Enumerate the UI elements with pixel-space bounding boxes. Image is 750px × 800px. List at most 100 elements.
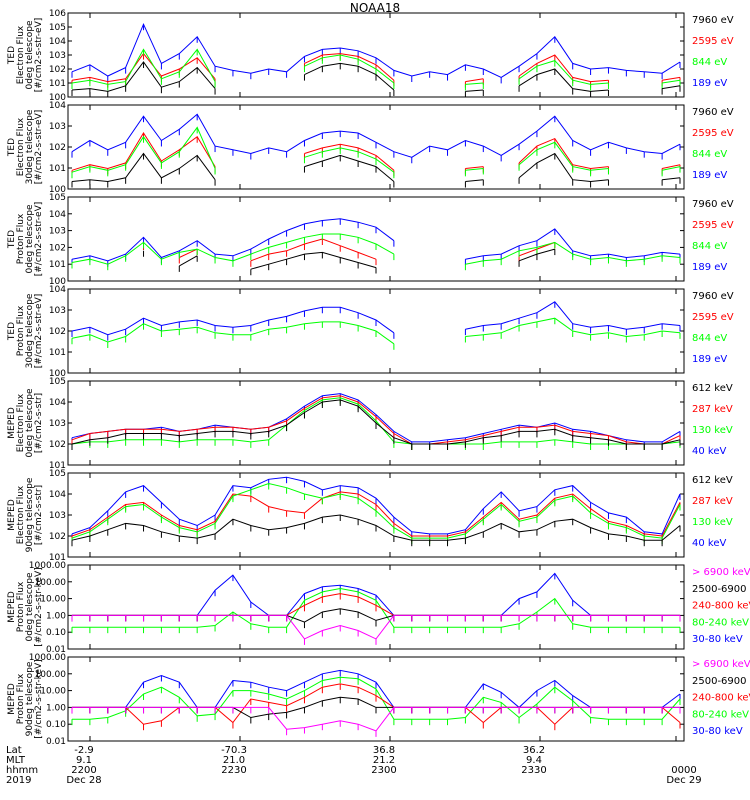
series-line-black (71, 514, 681, 541)
legend-entry: 130 keV (692, 517, 733, 528)
y-tick-label: 102 (49, 143, 66, 153)
legend-entry: 2500-6900 (692, 584, 747, 595)
y-tick-label: 104 (49, 101, 66, 111)
y-tick-label: 102 (49, 327, 66, 337)
legend-entry: 844 eV (692, 241, 727, 252)
legend-entry: 2595 eV (692, 220, 734, 231)
series-line-green (71, 233, 681, 265)
y-axis-label: TEDElectron Flux30deg telescope[#/cm2-s-… (7, 109, 44, 184)
footer-lat: -2.9 (74, 745, 94, 756)
y-axis-label-line: [#/cm2-s-str-keV] (34, 659, 44, 738)
chart-panel-6: 101 102 103 104 105 MEPEDElectron Flux90deg t… (7, 469, 733, 563)
y-axis-label-line: 30deg telescope (25, 109, 35, 184)
series-line-green (71, 482, 681, 539)
legend-entry: 189 eV (692, 170, 727, 181)
series-line-black (179, 248, 555, 270)
y-axis-label-line: Electron Flux (16, 117, 26, 176)
legend-entry: 80-240 keV (692, 709, 749, 720)
y-axis-label-line: Electron Flux (16, 485, 26, 544)
legend-entry: 2595 eV (692, 312, 734, 323)
legend-entry: 189 eV (692, 262, 727, 273)
chart-panel-1: 100 101 102 103 104 105 106 TEDElectron Flux0de… (7, 9, 734, 103)
series-line-black (71, 152, 681, 183)
legend-entry: 287 keV (692, 496, 733, 507)
footer-lat: -70.3 (221, 745, 247, 756)
chart-panel-7: 0.010.101.0010.00100.001000.00MEPEDProto… (7, 561, 750, 655)
chart-panel-5: 101 102 103 104 105 MEPEDElectron Flux0deg te… (7, 377, 733, 471)
y-tick-label: 104 (49, 37, 66, 47)
legend-entry: 287 keV (692, 404, 733, 415)
legend-entry: 7960 eV (692, 107, 734, 118)
footer-label-year: 2019 (6, 775, 32, 786)
y-axis-label-line: 90deg telescope (25, 477, 35, 552)
y-tick-label: 104 (49, 490, 66, 500)
legend-entry: 7960 eV (692, 291, 734, 302)
plot-frame (67, 656, 685, 742)
y-tick-label: 103 (49, 511, 66, 521)
y-tick-label: 103 (49, 122, 66, 132)
y-axis-label-line: 0deg telescope (25, 572, 35, 642)
series-line-blue (71, 476, 681, 535)
series-line-red (179, 238, 555, 262)
y-axis-label-line: 0deg telescope (25, 204, 35, 274)
legend-entry: 30-80 keV (692, 634, 743, 645)
y-tick-label: 104 (49, 285, 66, 295)
series-line-blue (71, 301, 681, 336)
legend-entry: 40 keV (692, 446, 726, 457)
footer-date: Dec 28 (66, 775, 102, 786)
footer-label-hhmm: hhmm (6, 765, 39, 776)
series-line-green (71, 126, 681, 173)
legend-entry: 2500-6900 (692, 676, 747, 687)
y-axis-label-line: Proton Flux (16, 305, 26, 356)
y-tick-label: 106 (49, 9, 66, 19)
page-title: NOAA18 (349, 1, 401, 15)
y-tick-label: 0.10 (46, 628, 66, 638)
y-tick-label: 105 (49, 469, 66, 479)
y-tick-label: 10.00 (40, 687, 66, 697)
y-tick-label: 104 (49, 210, 66, 220)
footer-hhmm: 2330 (521, 765, 547, 776)
legend-entry: 7960 eV (692, 15, 734, 26)
y-axis-label-line: [#/cm2-s-str] (34, 393, 44, 453)
y-tick-label: 105 (49, 23, 66, 33)
series-line-black (71, 399, 681, 445)
chart-panel-8: 0.010.101.0010.00100.001000.00MEPEDProto… (7, 653, 750, 747)
legend-entry: > 6900 keV (692, 659, 750, 670)
y-tick-label: 101 (49, 553, 66, 563)
footer-hhmm: 0000 (671, 765, 697, 776)
series-line-blue (71, 218, 681, 262)
series-line-blue (72, 669, 681, 709)
y-tick-label: 101 (49, 164, 66, 174)
legend-entry: 844 eV (692, 149, 727, 160)
y-tick-label: 102 (49, 65, 66, 75)
y-axis-label: MEPEDElectron Flux0deg telescope[#/cm2-s… (7, 388, 44, 458)
footer-hhmm: 2200 (71, 765, 97, 776)
y-tick-label: 100 (49, 185, 66, 195)
y-tick-label: 1.00 (46, 703, 66, 713)
chart-panel-3: 100 101 102 103 104 105 TEDProton Flux0deg tel… (7, 193, 734, 287)
y-axis-label: MEPEDElectron Flux90deg telescope[#/cm2-… (7, 477, 44, 552)
y-tick-label: 104 (49, 398, 66, 408)
y-tick-label: 103 (49, 227, 66, 237)
plot-frame (67, 196, 685, 282)
y-tick-label: 103 (49, 306, 66, 316)
y-axis-label-line: 90deg telescope (25, 661, 35, 736)
y-axis-label-line: [#/cm2-s-str-eV] (34, 202, 44, 277)
y-axis-label: TEDProton Flux0deg telescope[#/cm2-s-str… (7, 202, 44, 277)
series-line-blue (71, 22, 681, 78)
y-tick-label: 101 (49, 461, 66, 471)
footer-hhmm: 2300 (371, 765, 397, 776)
y-axis-label-line: Proton Flux (16, 581, 26, 632)
y-axis-label-line: TED (7, 46, 17, 65)
legend-entry: 189 eV (692, 78, 727, 89)
y-tick-label: 100.00 (35, 578, 67, 588)
y-axis-label: MEPEDProton Flux0deg telescope[#/cm2-s-s… (7, 567, 44, 646)
y-axis-label-line: TED (7, 230, 17, 249)
legend-entry: 240-800 keV (692, 601, 750, 612)
y-tick-label: 1.00 (46, 611, 66, 621)
y-tick-label: 105 (49, 193, 66, 203)
legend-entry: 80-240 keV (692, 617, 749, 628)
y-axis-label-line: Proton Flux (16, 213, 26, 264)
y-tick-label: 101 (49, 348, 66, 358)
